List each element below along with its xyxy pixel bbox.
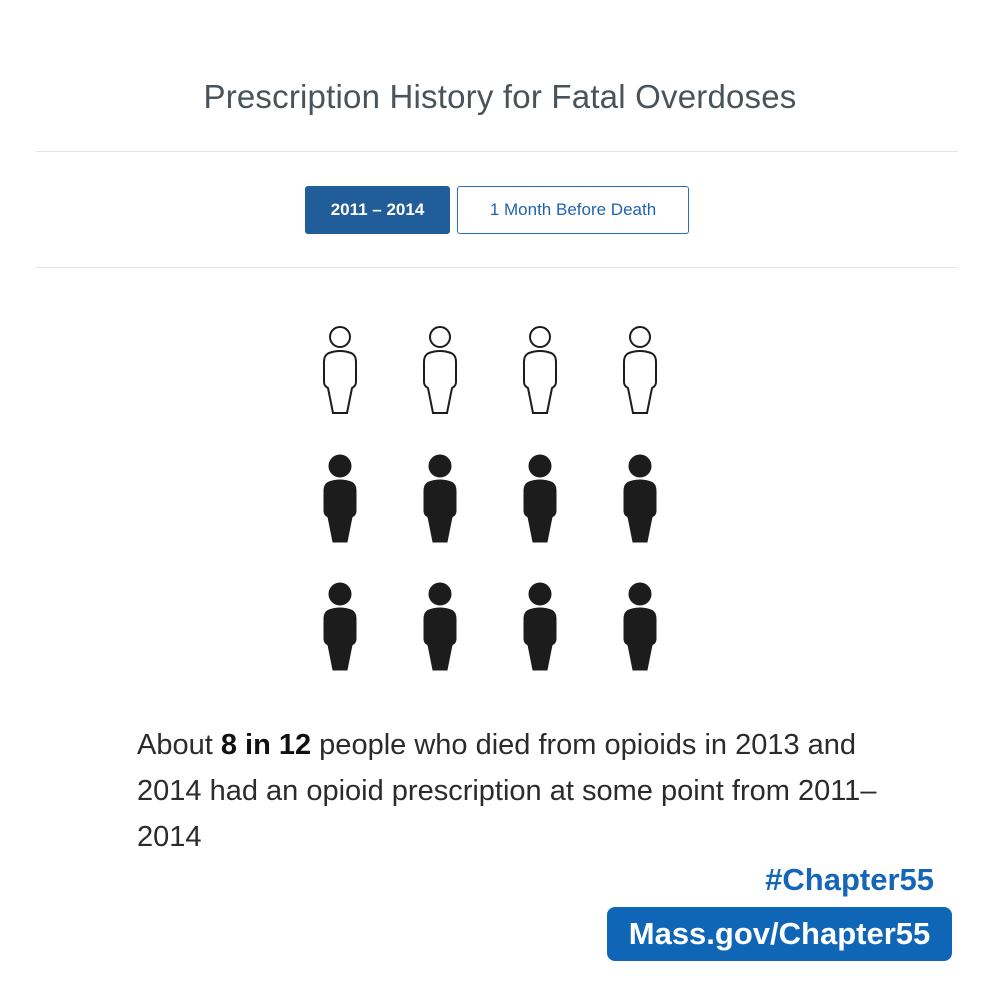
tab-group: 2011 – 2014 1 Month Before Death [305,186,689,234]
person-icon-outline [623,326,657,414]
site-link[interactable]: Mass.gov/Chapter55 [607,907,952,961]
person-icon-filled [623,454,657,543]
person-icon-filled [423,582,457,671]
caption: About 8 in 12 people who died from opioi… [137,722,917,860]
person-icon-outline [323,326,357,414]
hashtag: #Chapter55 [765,862,934,897]
person-icon-outline [523,326,557,414]
person-icon-filled [323,454,357,543]
caption-suffix: people who died from opioids in 2013 and… [137,729,877,853]
tab-1-month-before-death[interactable]: 1 Month Before Death [457,186,689,234]
page-title: Prescription History for Fatal Overdoses [203,78,797,115]
tab-2011-2014[interactable]: 2011 – 2014 [305,186,450,234]
caption-emphasis: 8 in 12 [220,729,312,761]
divider-top [36,151,958,152]
person-icon-filled [523,582,557,671]
caption-prefix: About [137,729,221,761]
divider-bottom [36,267,958,268]
person-icon-filled [623,582,657,671]
person-icon-filled [523,454,557,543]
person-icon-filled [423,454,457,543]
person-icon-outline [423,326,457,414]
person-icon-filled [323,582,357,671]
